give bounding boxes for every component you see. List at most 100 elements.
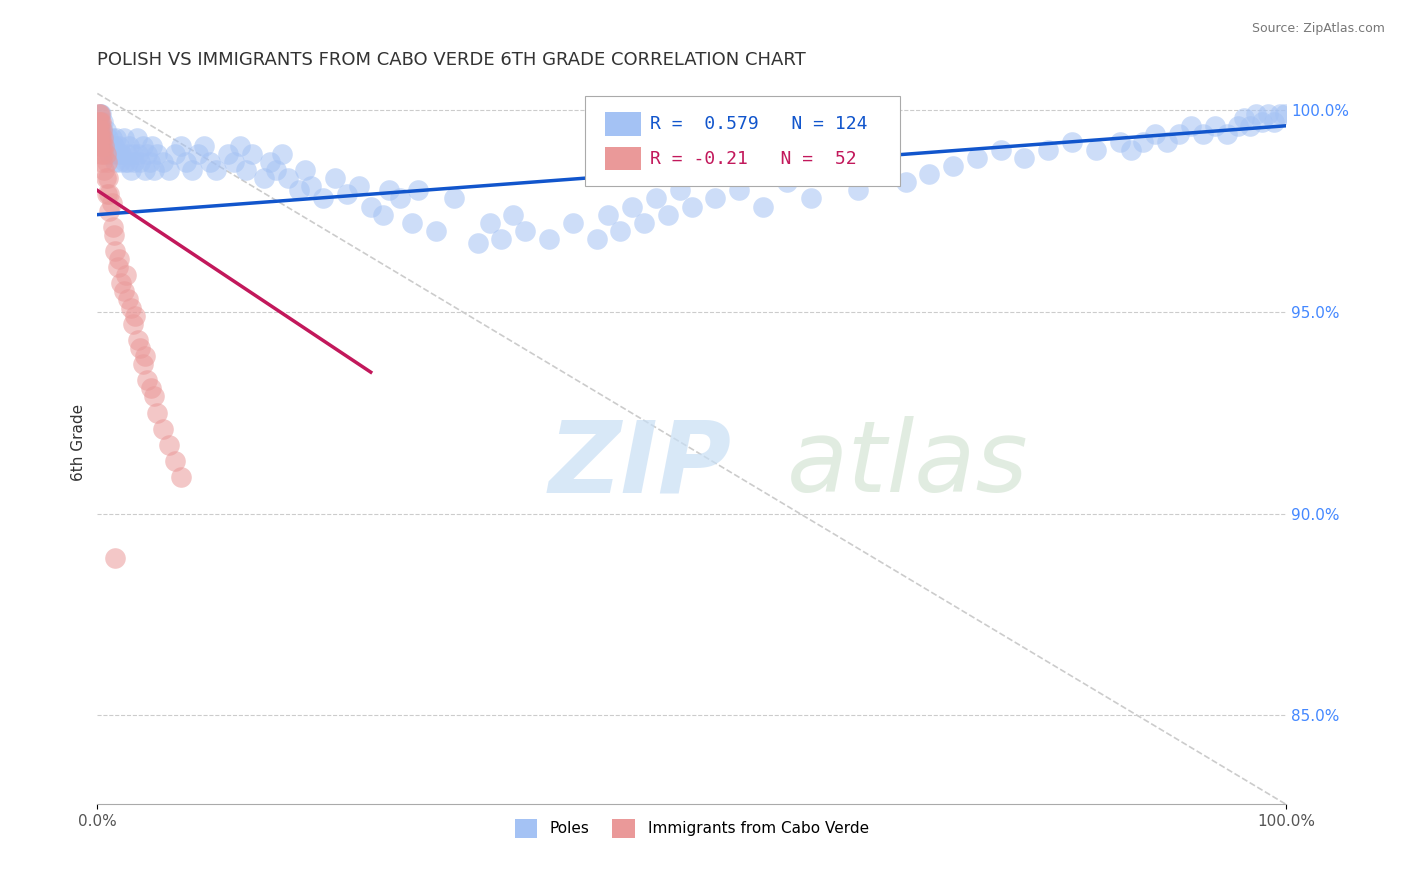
Point [146, 147, 169, 161]
Bar [605, 112, 641, 136]
Point [401, 216, 423, 230]
Point [1038, 143, 1060, 157]
Point [176, 155, 198, 169]
Point [136, 147, 159, 161]
Point [942, 159, 965, 173]
Point [1251, 114, 1274, 128]
Point [1191, 127, 1213, 141]
Point [312, 192, 335, 206]
Point [502, 208, 524, 222]
Point [101, 219, 124, 234]
Point [752, 200, 775, 214]
Point [377, 183, 399, 197]
Point [97, 131, 120, 145]
Point [107, 260, 129, 274]
Point [657, 208, 679, 222]
Point [598, 208, 620, 222]
Point [347, 179, 370, 194]
Point [98, 203, 121, 218]
Text: Source: ZipAtlas.com: Source: ZipAtlas.com [1251, 22, 1385, 36]
Point [222, 155, 245, 169]
Point [90, 147, 112, 161]
Point [136, 373, 159, 387]
Point [799, 192, 821, 206]
Point [823, 167, 845, 181]
Point [1060, 135, 1083, 149]
Text: R =  0.579   N = 124: R = 0.579 N = 124 [650, 115, 868, 133]
Point [91, 123, 114, 137]
Point [101, 147, 124, 161]
Point [187, 147, 209, 161]
Point [110, 277, 132, 291]
Point [1156, 135, 1178, 149]
Point [918, 167, 941, 181]
Point [1239, 119, 1261, 133]
Point [1204, 119, 1226, 133]
Point [103, 227, 125, 242]
Point [115, 147, 138, 161]
Point [425, 224, 447, 238]
Point [1180, 119, 1202, 133]
Point [143, 163, 166, 178]
Point [259, 155, 281, 169]
Point [93, 139, 115, 153]
Point [115, 268, 138, 283]
Point [87, 131, 110, 145]
Point [491, 232, 513, 246]
Point [134, 163, 156, 178]
Point [129, 341, 152, 355]
Point [91, 131, 114, 145]
Point [389, 192, 412, 206]
Point [141, 139, 163, 153]
Point [117, 293, 139, 307]
Point [112, 285, 135, 299]
Point [1014, 151, 1036, 165]
Point [89, 123, 111, 137]
Point [125, 131, 148, 145]
Point [131, 139, 153, 153]
Point [1144, 127, 1167, 141]
Point [157, 438, 180, 452]
Point [1108, 135, 1130, 149]
Text: R = -0.21   N =  52: R = -0.21 N = 52 [650, 150, 856, 168]
Point [122, 155, 145, 169]
Point [181, 163, 204, 178]
Point [89, 106, 111, 120]
Point [97, 171, 120, 186]
Legend: Poles, Immigrants from Cabo Verde: Poles, Immigrants from Cabo Verde [509, 813, 875, 844]
Point [1268, 106, 1291, 120]
Point [966, 151, 988, 165]
Point [163, 454, 186, 468]
Point [107, 139, 129, 153]
Point [100, 131, 122, 145]
Point [633, 216, 655, 230]
Text: ZIP: ZIP [548, 416, 733, 513]
Point [94, 171, 117, 186]
Point [169, 139, 191, 153]
Point [112, 131, 135, 145]
Point [1274, 106, 1296, 120]
Y-axis label: 6th Grade: 6th Grade [72, 404, 86, 482]
Point [990, 143, 1012, 157]
Point [89, 106, 111, 120]
Point [139, 381, 162, 395]
Point [253, 171, 276, 186]
Point [89, 114, 111, 128]
Point [93, 163, 115, 178]
Point [270, 147, 292, 161]
Point [94, 147, 117, 161]
Point [107, 252, 129, 266]
Point [104, 244, 127, 258]
Point [515, 224, 537, 238]
Point [443, 192, 465, 206]
Point [104, 550, 127, 565]
Point [217, 147, 239, 161]
Point [94, 123, 117, 137]
Text: POLISH VS IMMIGRANTS FROM CABO VERDE 6TH GRADE CORRELATION CHART: POLISH VS IMMIGRANTS FROM CABO VERDE 6TH… [97, 51, 806, 69]
Point [609, 224, 631, 238]
Point [846, 183, 869, 197]
Point [894, 175, 917, 189]
Point [108, 155, 131, 169]
Point [561, 216, 583, 230]
Point [870, 159, 893, 173]
